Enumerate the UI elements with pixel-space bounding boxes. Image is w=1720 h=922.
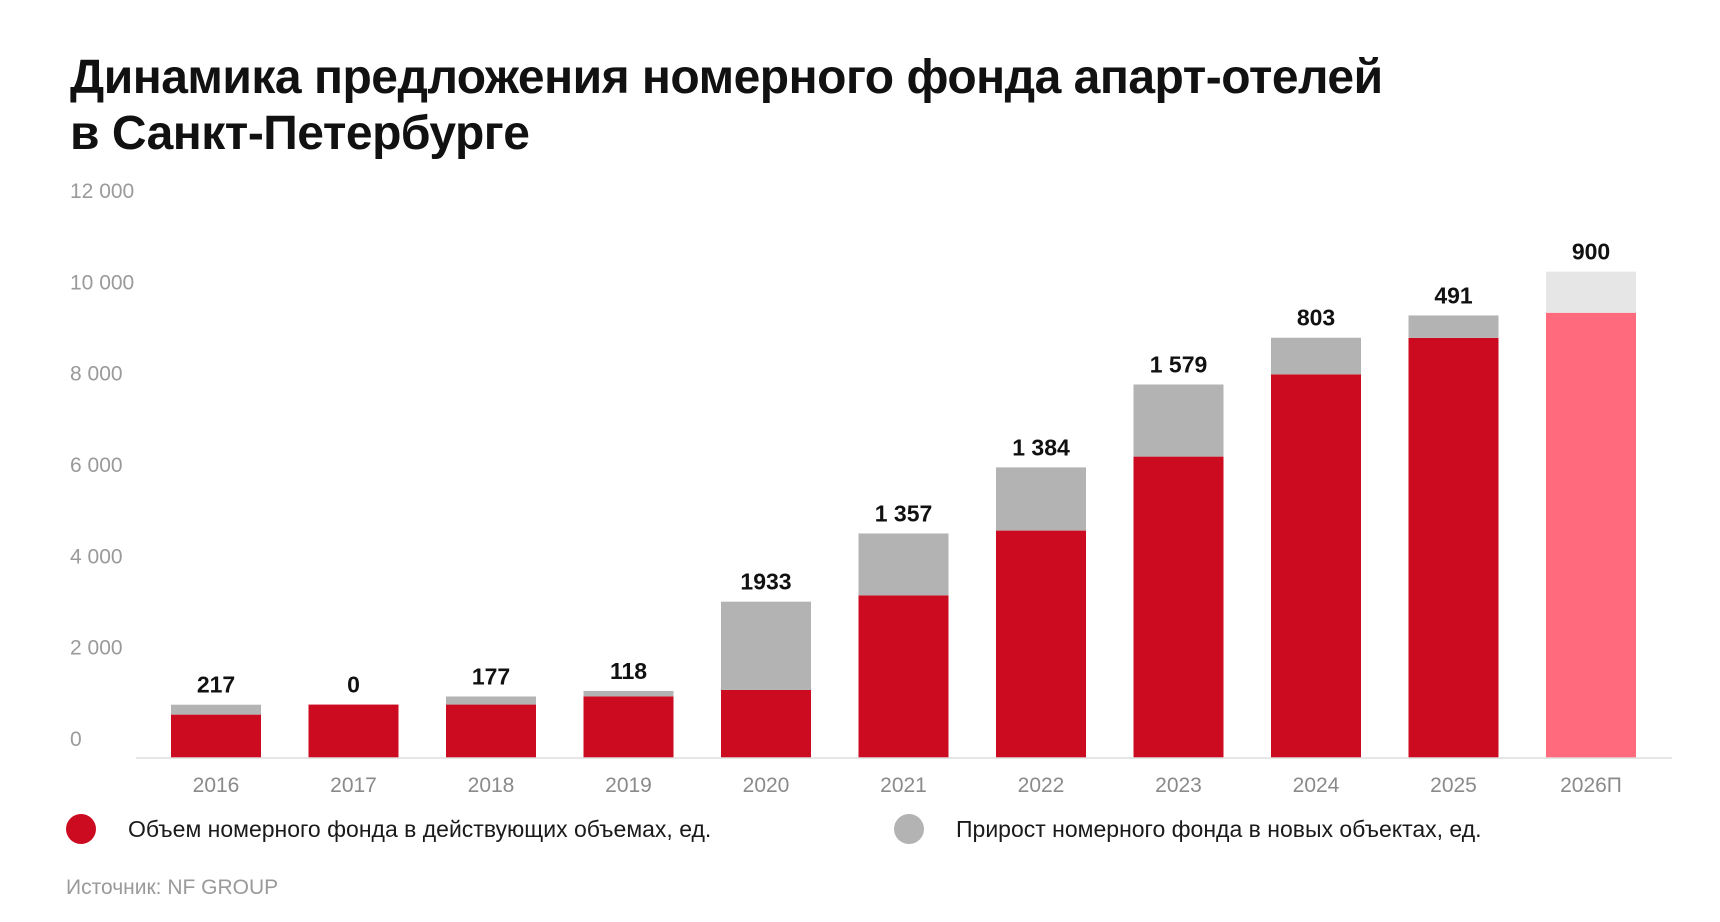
y-tick-label: 8 000 <box>70 363 123 386</box>
y-tick-label: 4 000 <box>70 545 123 568</box>
bar-segment-existing <box>721 689 811 758</box>
bar-segment-new <box>996 467 1086 531</box>
chart-title-line-1: Динамика предложения номерного фонда апа… <box>70 51 1383 104</box>
bar-value-label: 1 579 <box>1150 351 1208 377</box>
bar-value-label: 217 <box>197 672 235 698</box>
bar-segment-new <box>1546 271 1636 313</box>
y-tick-label: 0 <box>70 728 82 751</box>
legend: Объем номерного фонда в действующих объе… <box>66 814 1666 854</box>
bar-segment-new <box>583 690 674 697</box>
x-tick-label: 2025 <box>1430 774 1477 797</box>
x-axis-labels: 2016 2017 2018 2019 2020 2021 2022 2023 2024 2025… <box>193 774 1622 797</box>
x-tick-label: 2020 <box>743 774 790 797</box>
x-tick-label: 2023 <box>1155 774 1202 797</box>
bar-segment-existing <box>996 530 1086 758</box>
bars <box>171 271 1636 758</box>
bar-value-label: 900 <box>1572 239 1610 265</box>
bar-segment-new <box>1133 384 1224 457</box>
bar-segment-existing <box>308 704 399 758</box>
bar-value-label: 1933 <box>740 569 791 595</box>
x-tick-label: 2024 <box>1293 774 1340 797</box>
bar-segment-existing <box>1546 312 1636 758</box>
legend-label-new: Прирост номерного фонда в новых объектах… <box>956 815 1482 842</box>
source-note: Источник: NF GROUP <box>66 876 279 899</box>
x-tick-label: 2017 <box>330 774 377 797</box>
legend-marker-new <box>894 814 924 844</box>
x-tick-label: 2021 <box>880 774 927 797</box>
bar-segment-new <box>1271 337 1361 375</box>
legend-label-existing: Объем номерного фонда в действующих объе… <box>128 815 712 842</box>
bar-segment-existing <box>1408 337 1499 758</box>
bar-segment-new <box>446 696 536 705</box>
bar-value-label: 1 384 <box>1012 434 1070 460</box>
value-labels: 217 0 177 118 1933 1 357 1 384 1 579 803 491 900 <box>197 239 1610 698</box>
bar-value-label: 491 <box>1434 282 1473 308</box>
x-tick-label: 2016 <box>193 774 240 797</box>
bar-segment-existing <box>171 714 261 758</box>
legend-marker-existing <box>66 814 96 844</box>
bar-segment-new <box>858 533 949 596</box>
bar-segment-existing <box>1271 374 1361 758</box>
bar-segment-existing <box>1133 456 1224 758</box>
bar-segment-new <box>171 704 261 715</box>
chart-title-line-2: в Санкт-Петербурге <box>70 107 530 160</box>
x-tick-label: 2018 <box>468 774 515 797</box>
y-tick-label: 2 000 <box>70 637 123 660</box>
bar-value-label: 118 <box>610 658 647 684</box>
bar-value-label: 1 357 <box>875 500 933 526</box>
x-tick-label: 2026П <box>1560 774 1622 797</box>
bar-segment-existing <box>446 704 536 758</box>
bar-value-label: 177 <box>472 663 510 689</box>
x-tick-label: 2022 <box>1018 774 1065 797</box>
y-axis-labels: 0 2 000 4 000 6 000 8 000 10 000 12 000 <box>70 180 134 751</box>
y-tick-label: 6 000 <box>70 454 123 477</box>
x-tick-label: 2019 <box>605 774 652 797</box>
y-tick-label: 10 000 <box>70 271 134 294</box>
y-tick-label: 12 000 <box>70 180 134 203</box>
chart-title: Динамика предложения номерного фонда апа… <box>70 50 1383 162</box>
bar-segment-new <box>1408 315 1499 338</box>
bar-value-label: 803 <box>1297 305 1335 331</box>
legend-item-new: Прирост номерного фонда в новых объектах… <box>894 814 1482 844</box>
legend-item-existing: Объем номерного фонда в действующих объе… <box>66 814 711 844</box>
bar-segment-existing <box>858 595 949 758</box>
bar-value-label: 0 <box>347 672 360 698</box>
bar-segment-existing <box>583 696 674 758</box>
bar-segment-new <box>721 601 811 690</box>
